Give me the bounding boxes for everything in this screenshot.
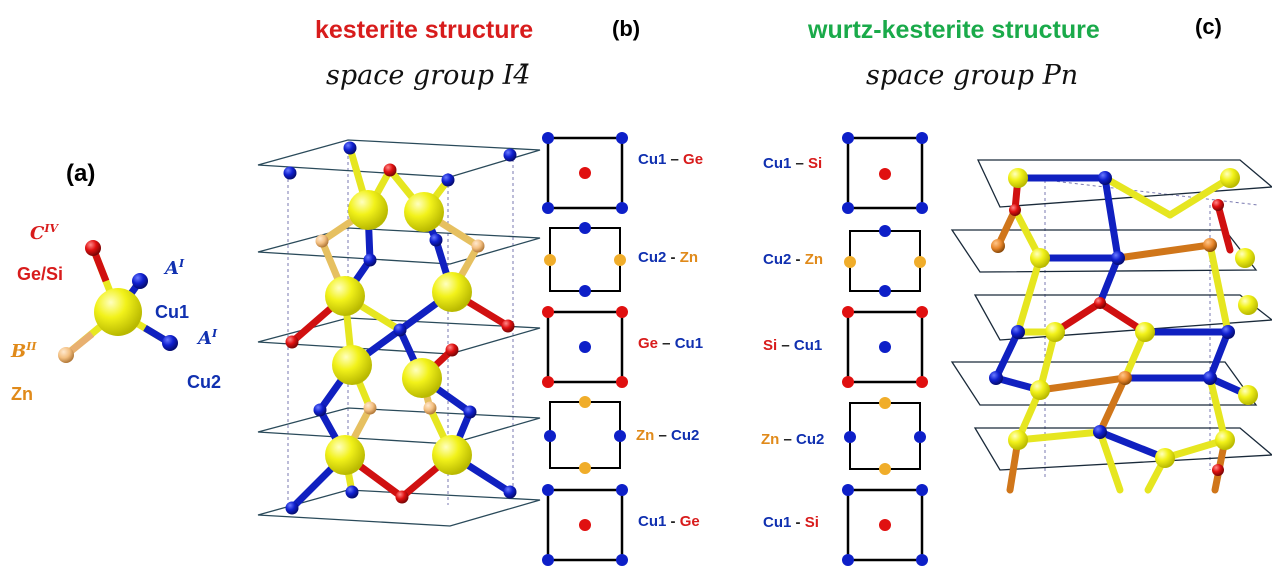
site-c-label: CIV — [30, 222, 59, 244]
k-layer-label-1: Cu1 – Ge — [638, 151, 704, 168]
panel-label-a: (a) — [66, 160, 96, 187]
w-layer-label-5: Cu1 - Si — [763, 514, 819, 531]
panel-a-tetrahedron — [58, 240, 178, 363]
wurtz-kesterite-title: wurtz-kesterite structure — [808, 16, 1100, 44]
ge-atom — [85, 240, 101, 256]
ge-si-label: Ge/Si — [17, 264, 64, 284]
cu1-atom — [132, 273, 148, 289]
kesterite-cell — [257, 139, 541, 527]
wurtz-layer-atoms — [842, 132, 928, 566]
k-layer-label-4: Zn – Cu2 — [636, 427, 700, 444]
zn-atom — [58, 347, 74, 363]
zn-label: Zn — [11, 384, 33, 404]
w-layer-label-3: Si – Cu1 — [763, 337, 823, 354]
site-a2-label: AI — [198, 327, 218, 349]
kesterite-space-group: space group I4̄ — [326, 60, 531, 91]
wurtz-space-group: space group Pn — [866, 60, 1079, 91]
w-layer-label-1: Cu1 – Si — [763, 155, 823, 172]
k-layer-label-5: Cu1 - Ge — [638, 513, 700, 530]
k-layer-label-3: Ge – Cu1 — [638, 335, 704, 352]
cu1-label: Cu1 — [155, 302, 190, 322]
cu2-atom — [162, 335, 178, 351]
panel-label-c: (c) — [1195, 14, 1222, 39]
k-layer-label-2: Cu2 - Zn — [638, 249, 699, 266]
wurtz-kesterite-cell — [950, 159, 1272, 494]
panel-label-b: (b) — [612, 16, 641, 41]
s-atom — [94, 288, 142, 336]
w-layer-label-4: Zn – Cu2 — [761, 431, 825, 448]
cu2-label: Cu2 — [187, 372, 222, 392]
kesterite-layer-atoms — [542, 132, 628, 566]
site-b-label: BII — [11, 340, 37, 362]
w-layer-label-2: Cu2 - Zn — [763, 251, 824, 268]
kesterite-title: kesterite structure — [315, 16, 534, 44]
site-a1-label: AI — [165, 257, 185, 279]
